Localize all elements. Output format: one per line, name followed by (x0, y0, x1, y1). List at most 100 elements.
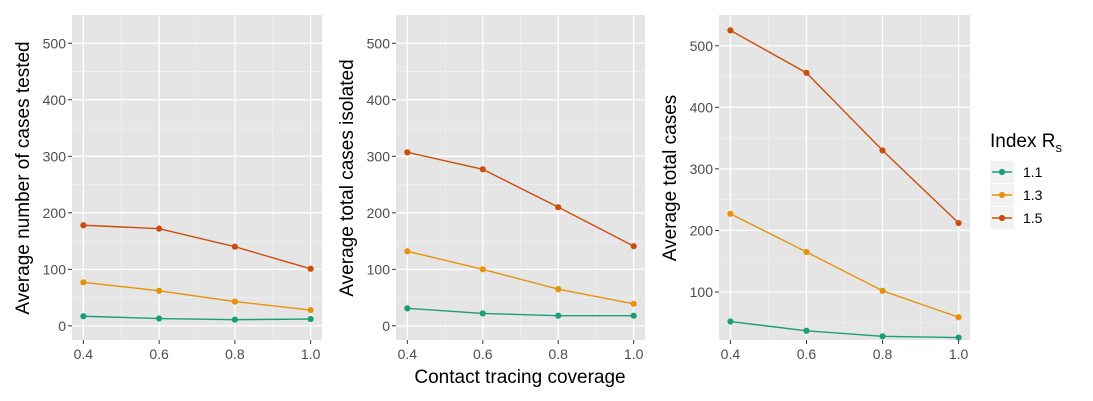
x-tick-label: 0.8 (873, 346, 893, 362)
series-1.5 (404, 149, 637, 250)
series-line (407, 151, 635, 247)
y-axis-title: Average number of cases tested (13, 41, 34, 314)
data-point (307, 315, 314, 323)
data-point (727, 27, 734, 34)
shared-x-axis-title: Contact tracing coverage (414, 367, 625, 388)
series-1.1 (404, 305, 637, 319)
data-point (879, 147, 886, 154)
panels: 0 100 200 300 400 500 0.4 0.6 0.8 1.0 Average numb… (13, 15, 970, 362)
y-tick-label: 200 (367, 205, 391, 221)
data-point (955, 219, 962, 227)
data-point (156, 315, 163, 322)
data-point (803, 327, 810, 334)
x-tick-label: 0.8 (225, 346, 245, 362)
series-line (83, 315, 311, 321)
y-tick-label: 500 (690, 38, 714, 54)
data-point (555, 286, 562, 293)
data-point (727, 210, 734, 217)
series-line (83, 281, 311, 311)
y-tick-label: 400 (690, 99, 714, 115)
y-tick-label: 100 (690, 284, 714, 300)
x-tick-label: 0.4 (74, 346, 94, 362)
panel-2: 0 100 200 300 400 500 0.4 0.6 0.8 1.0 Average tota… (337, 15, 645, 362)
data-point (555, 204, 562, 211)
y-tick-label: 500 (367, 35, 391, 51)
series-1.3 (727, 210, 962, 321)
series-line (407, 250, 634, 305)
x-tick-label: 0.6 (473, 346, 493, 362)
data-point (307, 265, 314, 272)
y-tick-label: 300 (690, 161, 714, 177)
data-point (404, 248, 411, 255)
data-point (630, 300, 637, 307)
data-point (803, 69, 810, 76)
data-point (727, 318, 734, 325)
legend-key-point (998, 191, 1006, 199)
data-point (231, 298, 238, 305)
data-point (803, 248, 810, 256)
legend-keys: 1.1 1.3 1.5 (990, 161, 1043, 229)
data-point (156, 287, 163, 294)
data-point (879, 333, 886, 340)
legend-title-main: Index R (990, 131, 1055, 152)
legend-title-subscript: s (1055, 140, 1062, 155)
data-point (630, 312, 637, 319)
x-tick-label: 0.4 (398, 346, 418, 362)
y-tick-label: 400 (367, 92, 391, 108)
data-point (555, 312, 562, 319)
legend-label: 1.3 (1023, 187, 1043, 203)
panel-3: 100 200 300 400 500 0.4 0.6 0.8 1.0 Average total… (660, 15, 970, 362)
legend-item-1.3: 1.3 (990, 184, 1043, 206)
data-point (479, 310, 486, 317)
data-point (955, 334, 962, 341)
y-tick-label: 0 (382, 318, 390, 334)
legend-label: 1.5 (1023, 210, 1043, 226)
y-tick-label: 300 (43, 148, 67, 164)
data-point (879, 287, 886, 294)
data-point (80, 222, 87, 229)
x-tick-label: 1.0 (301, 346, 321, 362)
data-point (80, 279, 87, 286)
legend: Index Rs 1.1 1.3 1.5 (990, 131, 1062, 229)
series-1.3 (404, 248, 637, 307)
series-line (83, 224, 311, 270)
data-point (404, 149, 411, 156)
data-point (479, 166, 486, 173)
panel-1: 0 100 200 300 400 500 0.4 0.6 0.8 1.0 Average numb… (13, 15, 322, 362)
data-point (955, 314, 962, 321)
series-1.5 (727, 27, 962, 227)
data-point (80, 313, 87, 320)
y-tick-label: 500 (43, 35, 67, 51)
x-tick-label: 0.8 (548, 346, 568, 362)
series-line (730, 213, 959, 318)
data-point (307, 306, 314, 314)
data-point (479, 266, 486, 273)
legend-key-point (998, 214, 1006, 222)
x-tick-label: 1.0 (949, 346, 969, 362)
y-tick-label: 200 (690, 222, 714, 238)
y-tick-label: 400 (43, 92, 67, 108)
x-tick-label: 1.0 (624, 346, 644, 362)
data-point (231, 316, 238, 323)
series-1.5 (80, 222, 314, 272)
data-point (231, 243, 238, 250)
y-tick-label: 100 (43, 261, 67, 277)
y-tick-label: 200 (43, 205, 67, 221)
x-tick-label: 0.6 (797, 346, 817, 362)
legend-label: 1.1 (1023, 164, 1043, 180)
series-line (730, 29, 960, 224)
series-1.1 (727, 318, 962, 341)
x-tick-label: 0.4 (721, 346, 741, 362)
y-tick-label: 300 (367, 148, 391, 164)
series-1.1 (80, 313, 314, 323)
y-tick-label: 100 (367, 261, 391, 277)
series-line (730, 320, 959, 339)
legend-key-point (998, 168, 1006, 176)
y-axis-title: Average total cases isolated (337, 59, 358, 296)
series-line (407, 307, 634, 317)
y-tick-label: 0 (58, 318, 66, 334)
data-point (156, 225, 163, 232)
x-tick-label: 0.6 (149, 346, 169, 362)
y-axis-title: Average total cases (660, 95, 681, 262)
